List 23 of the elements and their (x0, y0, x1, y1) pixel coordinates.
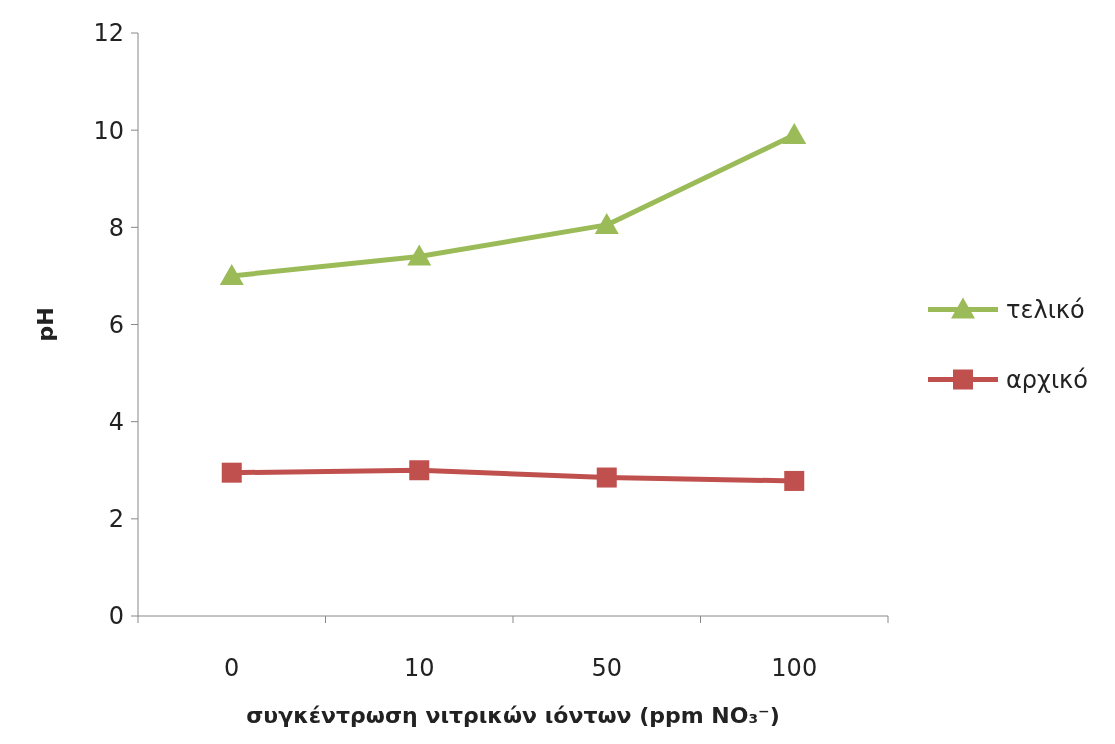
legend-label: τελικό (1006, 295, 1085, 324)
point (221, 462, 242, 483)
y-tick-label: 4 (108, 408, 124, 437)
y-tick-label: 8 (108, 213, 124, 242)
point (219, 263, 244, 285)
y-tick-label: 12 (93, 19, 124, 48)
y-axis-title: pH (33, 307, 58, 342)
legend-label: αρχικό (1006, 365, 1088, 394)
x-tick-label: 10 (403, 654, 435, 682)
point (594, 212, 619, 234)
x-tick-label: 50 (591, 654, 623, 682)
point (782, 123, 807, 145)
y-tick-label: 0 (108, 602, 124, 631)
y-tick-label: 2 (108, 505, 124, 534)
point (409, 460, 430, 481)
y-tick-label: 6 (108, 310, 124, 339)
x-tick-label: 0 (224, 654, 240, 682)
x-axis-title: συγκέντρωση νιτρικών ιόντων (ppm NO₃⁻) (246, 703, 780, 728)
y-tick-label: 10 (93, 116, 124, 145)
point (407, 244, 432, 266)
x-tick-label: 100 (771, 654, 818, 682)
point (784, 470, 805, 491)
point (596, 467, 617, 488)
